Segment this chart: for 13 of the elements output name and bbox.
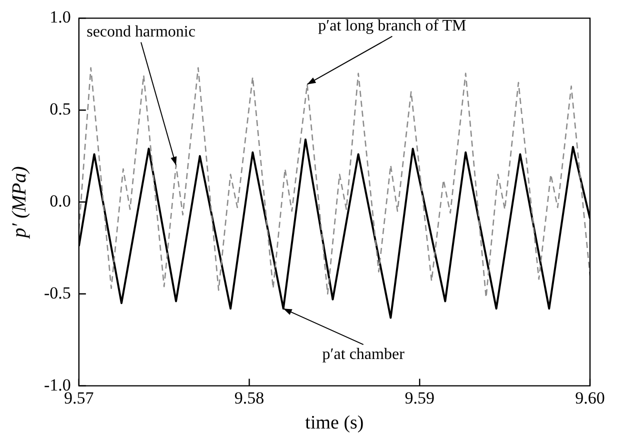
annotation: p′at long branch of TM: [318, 18, 466, 35]
x-axis-title: time (s): [305, 412, 364, 434]
annotation: second harmonic: [86, 23, 196, 40]
y-axis-title: p′ (MPa): [8, 166, 30, 240]
y-tick-label: -0.5: [44, 283, 71, 302]
line-series: [78, 67, 590, 298]
y-tick-label: 1.0: [50, 8, 71, 27]
y-tick-label: 0.0: [50, 191, 71, 210]
x-tick-label: 9.58: [234, 388, 264, 408]
annotation: p′at chamber: [322, 346, 406, 363]
y-tick-label: 0.5: [50, 100, 71, 119]
x-tick-label: 9.59: [404, 388, 435, 408]
x-tick-label: 9.60: [575, 388, 605, 408]
